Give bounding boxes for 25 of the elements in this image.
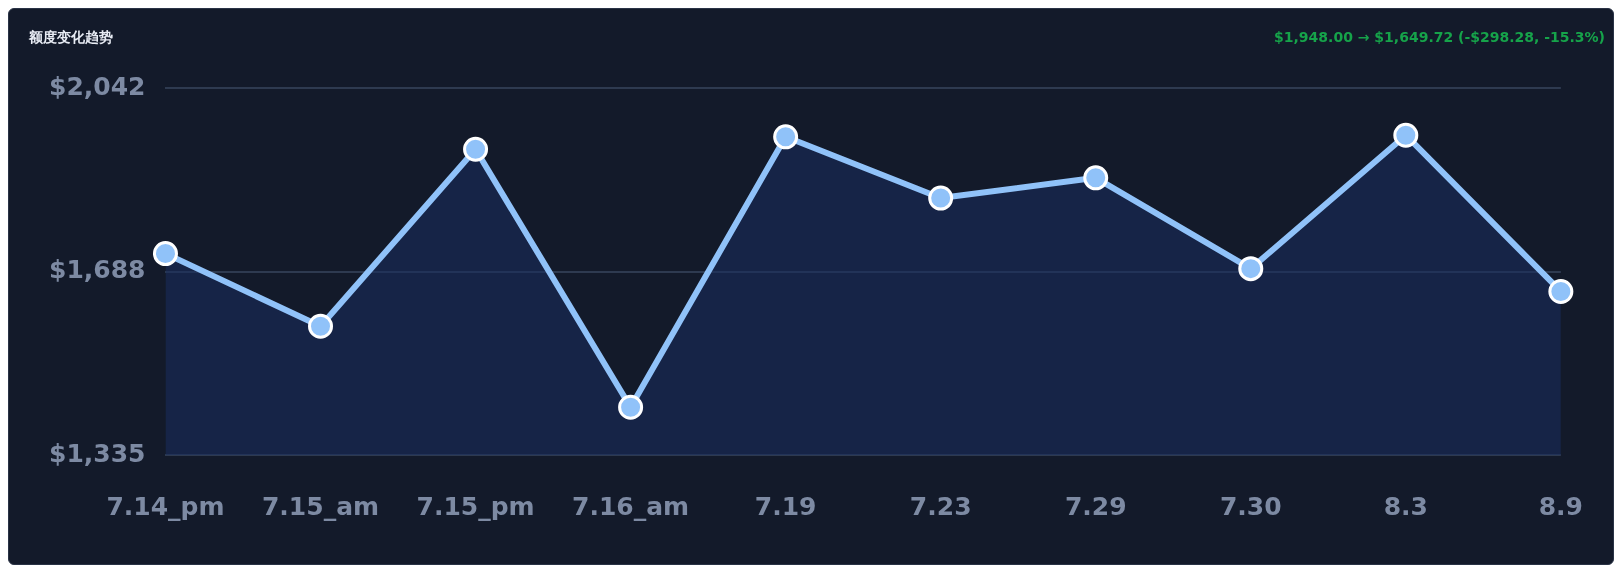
point — [1393, 122, 1419, 148]
x-tick-label: 7.29 — [1064, 491, 1127, 521]
y-tick-label: $2,042 — [48, 71, 146, 101]
x-tick-label: 7.15_pm — [416, 491, 535, 521]
point — [1548, 278, 1574, 304]
x-tick-label: 7.23 — [909, 491, 972, 521]
x-tick-label: 7.15_am — [261, 491, 380, 521]
point — [463, 136, 489, 162]
point — [928, 185, 954, 211]
y-tick-label: $1,688 — [48, 255, 146, 285]
point — [152, 241, 178, 267]
x-tick-label: 7.30 — [1219, 491, 1282, 521]
x-tick-label: 8.3 — [1383, 491, 1428, 521]
point — [1083, 165, 1109, 191]
x-tick-label: 7.14_pm — [106, 491, 225, 521]
point — [773, 124, 799, 150]
point — [1238, 256, 1264, 282]
x-tick-label: 7.16_am — [572, 491, 690, 521]
chart-title: 额度变化趋势 — [29, 29, 113, 47]
point — [618, 394, 644, 420]
point — [308, 313, 334, 339]
x-tick-label: 8.9 — [1538, 491, 1583, 521]
x-tick-label: 7.19 — [754, 491, 817, 521]
y-tick-label: $1,335 — [48, 438, 146, 468]
text: $1,948.00 → $1,649.72 (-$298.28, -15.3%) — [1274, 29, 1605, 45]
